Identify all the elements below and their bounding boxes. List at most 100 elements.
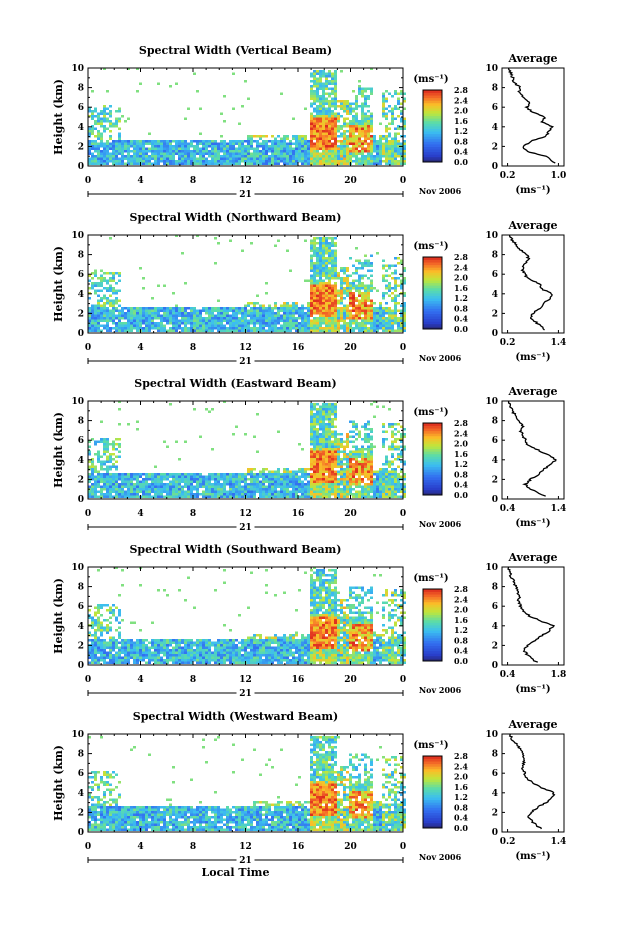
heatmap-cell [283, 493, 286, 496]
heatmap-cell [211, 478, 214, 481]
heatmap-cell [319, 287, 322, 290]
heatmap-cell [283, 304, 286, 307]
heatmap-cell [304, 239, 307, 242]
heatmap-cell [241, 329, 244, 332]
heatmap-cell [97, 309, 100, 312]
heatmap-cell [184, 147, 187, 150]
colorbar-segment [423, 133, 442, 137]
heatmap-cell [355, 115, 358, 118]
heatmap-cell [370, 317, 373, 320]
heatmap-cell [139, 317, 142, 320]
heatmap-cell [358, 292, 361, 295]
heatmap-cell [247, 483, 250, 486]
heatmap-cell [187, 157, 190, 160]
heatmap-cell [97, 322, 100, 325]
heatmap-cell [319, 160, 322, 163]
heatmap-cell [328, 438, 331, 441]
heatmap-cell [307, 152, 310, 155]
heatmap-cell [274, 478, 277, 481]
heatmap-cell [322, 127, 325, 130]
heatmap-cell [202, 140, 205, 143]
heatmap-cell [334, 304, 337, 307]
heatmap-cell [211, 408, 214, 411]
heatmap-cell [322, 475, 325, 478]
heatmap-cell [313, 433, 316, 436]
heatmap-cell [286, 142, 289, 145]
heatmap-cell [310, 137, 313, 140]
heatmap-cell [130, 157, 133, 160]
colorbar-segment [423, 298, 442, 302]
heatmap-cell [100, 485, 103, 488]
heatmap-cell [355, 162, 358, 165]
heatmap-cell [334, 82, 337, 85]
heatmap-cell [292, 307, 295, 310]
heatmap-cell [394, 297, 397, 300]
heatmap-cell [109, 480, 112, 483]
heatmap-cell [265, 485, 268, 488]
heatmap-cell [331, 478, 334, 481]
heatmap-cell [220, 319, 223, 322]
heatmap-cell [319, 488, 322, 491]
heatmap-cell [310, 292, 313, 295]
heatmap-cell [115, 289, 118, 292]
heatmap-cell [211, 307, 214, 310]
heatmap-cell [250, 137, 253, 140]
heatmap-cell [106, 458, 109, 461]
heatmap-cell [250, 140, 253, 143]
heatmap-cell [343, 327, 346, 330]
heatmap-cell [340, 475, 343, 478]
heatmap-cell [358, 478, 361, 481]
heatmap-cell [352, 314, 355, 317]
heatmap-cell [175, 324, 178, 327]
heatmap-cell [184, 493, 187, 496]
heatmap-cell [268, 493, 271, 496]
heatmap-cell [280, 147, 283, 150]
heatmap-cell [373, 415, 376, 418]
heatmap-cell [403, 322, 406, 325]
heatmap-cell [103, 495, 106, 498]
heatmap-cell [100, 463, 103, 466]
heatmap-cell [322, 425, 325, 428]
heatmap-cell [331, 425, 334, 428]
heatmap-cell [331, 287, 334, 290]
heatmap-cell [178, 160, 181, 163]
heatmap-cell [163, 495, 166, 498]
heatmap-cell [106, 279, 109, 282]
heatmap-cell [355, 433, 358, 436]
heatmap-cell [313, 100, 316, 103]
heatmap-cell [316, 249, 319, 252]
heatmap-cell [187, 319, 190, 322]
heatmap-cell [88, 440, 91, 443]
heatmap-cell [160, 147, 163, 150]
heatmap-cell [181, 319, 184, 322]
heatmap-cell [97, 135, 100, 138]
heatmap-cell [355, 478, 358, 481]
heatmap-cell [331, 312, 334, 315]
heatmap-cell [94, 493, 97, 496]
heatmap-cell [316, 445, 319, 448]
heatmap-cell [88, 142, 91, 145]
colorbar-tick-label: 0.8 [454, 303, 468, 313]
heatmap-cell [112, 480, 115, 483]
heatmap-cell [349, 483, 352, 486]
heatmap-cell [220, 329, 223, 332]
heatmap-cell [388, 157, 391, 160]
heatmap-cell [394, 314, 397, 317]
heatmap-cell [145, 327, 148, 330]
heatmap-cell [319, 125, 322, 128]
heatmap-cell [208, 475, 211, 478]
heatmap-cell [265, 314, 268, 317]
heatmap-cell [91, 495, 94, 498]
heatmap-cell [340, 433, 343, 436]
heatmap-cell [331, 405, 334, 408]
heatmap-cell [352, 120, 355, 123]
heatmap-cell [202, 142, 205, 145]
heatmap-cell [334, 127, 337, 130]
heatmap-cell [397, 155, 400, 158]
heatmap-cell [244, 322, 247, 325]
heatmap-cell [94, 488, 97, 491]
heatmap-cell [166, 322, 169, 325]
heatmap-cell [274, 314, 277, 317]
heatmap-cell [118, 142, 121, 145]
heatmap-cell [361, 92, 364, 95]
